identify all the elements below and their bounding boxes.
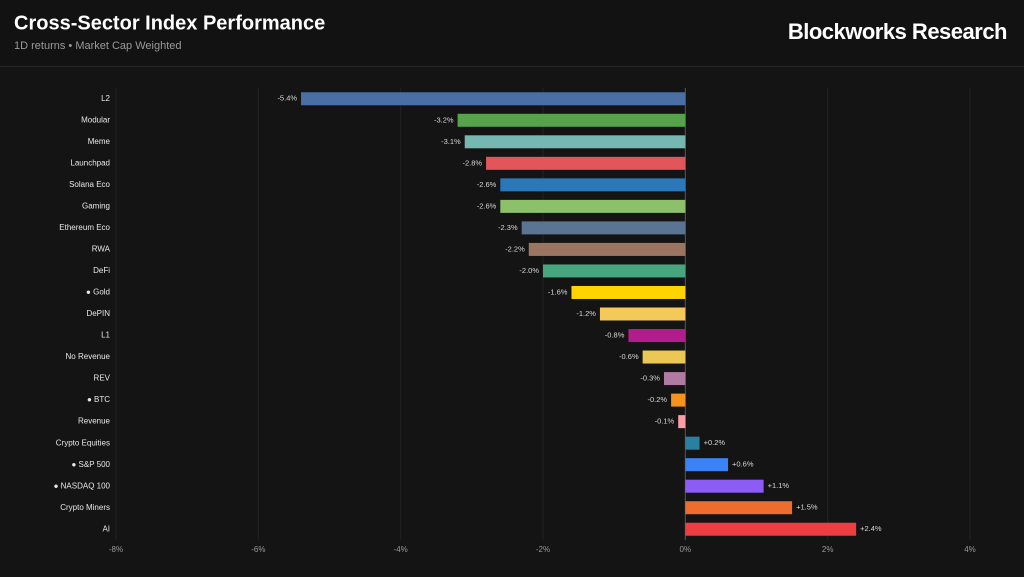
category-label: Modular (81, 115, 110, 124)
category-label: ● S&P 500 (72, 460, 111, 469)
value-label: +0.2% (704, 438, 726, 447)
value-label: -2.6% (477, 201, 497, 210)
bar (642, 350, 686, 364)
category-label: Crypto Miners (60, 503, 110, 512)
category-label: ● Gold (86, 288, 110, 297)
category-label: Solana Eco (69, 180, 110, 189)
bar (628, 329, 686, 343)
bar (685, 501, 793, 515)
bar (500, 199, 686, 213)
x-tick-label: -2% (536, 545, 550, 554)
value-label: -2.0% (519, 266, 539, 275)
category-label: Crypto Equities (56, 438, 110, 447)
bar (521, 221, 686, 235)
chart-subtitle: 1D returns • Market Cap Weighted (14, 40, 182, 52)
category-label: ● NASDAQ 100 (54, 481, 111, 490)
value-label: +2.4% (860, 524, 882, 533)
bar (671, 393, 686, 407)
value-label: -5.4% (277, 94, 297, 103)
category-label: RWA (92, 245, 111, 254)
category-label: Gaming (82, 201, 110, 210)
bar (685, 436, 700, 450)
x-tick-label: 0% (680, 545, 692, 554)
value-label: -0.1% (655, 417, 675, 426)
category-label: DeFi (93, 266, 110, 275)
bar (457, 113, 686, 127)
value-label: +1.1% (768, 481, 790, 490)
value-label: -3.2% (434, 115, 454, 124)
bar (685, 522, 857, 536)
bar (301, 92, 686, 106)
x-tick-label: -6% (251, 545, 265, 554)
bar (528, 242, 686, 256)
value-label: -0.2% (648, 395, 668, 404)
x-tick-label: 2% (822, 545, 834, 554)
value-label: -2.3% (498, 223, 518, 232)
bar (464, 135, 686, 149)
chart-title: Cross-Sector Index Performance (14, 12, 325, 34)
category-label: L2 (101, 94, 110, 103)
category-label: REV (94, 374, 111, 383)
category-label: No Revenue (66, 352, 111, 361)
category-label: AI (102, 524, 110, 533)
bar (543, 264, 686, 278)
value-label: -2.6% (477, 180, 497, 189)
value-label: -0.3% (640, 374, 660, 383)
value-label: -2.2% (505, 244, 525, 253)
value-label: -3.1% (441, 137, 461, 146)
category-label: Ethereum Eco (59, 223, 110, 232)
value-label: -0.6% (619, 352, 639, 361)
category-label: Launchpad (70, 158, 110, 167)
bar (685, 458, 729, 472)
category-label: Meme (88, 137, 111, 146)
bar (663, 372, 686, 386)
x-tick-label: -4% (394, 545, 408, 554)
bar (571, 285, 686, 299)
value-label: -1.6% (548, 287, 568, 296)
category-label: L1 (101, 331, 110, 340)
x-tick-label: 4% (964, 545, 976, 554)
bar (685, 479, 764, 493)
header-background (0, 0, 1024, 66)
bar (599, 307, 686, 321)
brand: Blockworks Research (788, 19, 1007, 44)
category-label: Revenue (78, 417, 111, 426)
bar (486, 156, 686, 170)
category-label: ● BTC (87, 395, 110, 404)
value-label: +0.6% (732, 460, 754, 469)
x-tick-label: -8% (109, 545, 123, 554)
category-label: DePIN (86, 309, 110, 318)
value-label: -1.2% (576, 309, 596, 318)
bar (678, 415, 686, 429)
value-label: -0.8% (605, 331, 625, 340)
value-label: +1.5% (796, 503, 818, 512)
bar (500, 178, 686, 192)
value-label: -2.8% (462, 158, 482, 167)
